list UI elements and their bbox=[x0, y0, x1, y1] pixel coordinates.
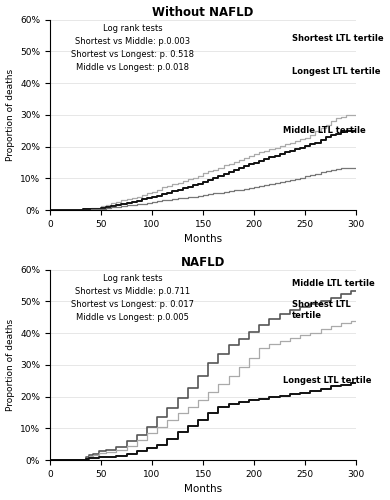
Text: Log rank tests
Shortest vs Middle: p.0.711
Shortest vs Longest: p. 0.017
Middle : Log rank tests Shortest vs Middle: p.0.7… bbox=[71, 274, 194, 322]
Text: Longest LTL tertile: Longest LTL tertile bbox=[283, 376, 371, 384]
Text: Longest LTL tertile: Longest LTL tertile bbox=[292, 66, 381, 76]
X-axis label: Months: Months bbox=[184, 234, 222, 244]
Text: Middle LTL tertile: Middle LTL tertile bbox=[283, 126, 365, 134]
Text: Log rank tests
Shortest vs Middle: p.0.003
Shortest vs Longest: p. 0.518
Middle : Log rank tests Shortest vs Middle: p.0.0… bbox=[71, 24, 194, 72]
X-axis label: Months: Months bbox=[184, 484, 222, 494]
Y-axis label: Proportion of deaths: Proportion of deaths bbox=[5, 319, 14, 411]
Text: Shortest LTL tertile: Shortest LTL tertile bbox=[292, 34, 384, 43]
Y-axis label: Proportion of deaths: Proportion of deaths bbox=[5, 69, 14, 161]
Title: Without NAFLD: Without NAFLD bbox=[152, 6, 254, 18]
Text: Shortest LTL
tertile: Shortest LTL tertile bbox=[292, 300, 351, 320]
Title: NAFLD: NAFLD bbox=[181, 256, 225, 268]
Text: Middle LTL tertile: Middle LTL tertile bbox=[292, 278, 375, 287]
